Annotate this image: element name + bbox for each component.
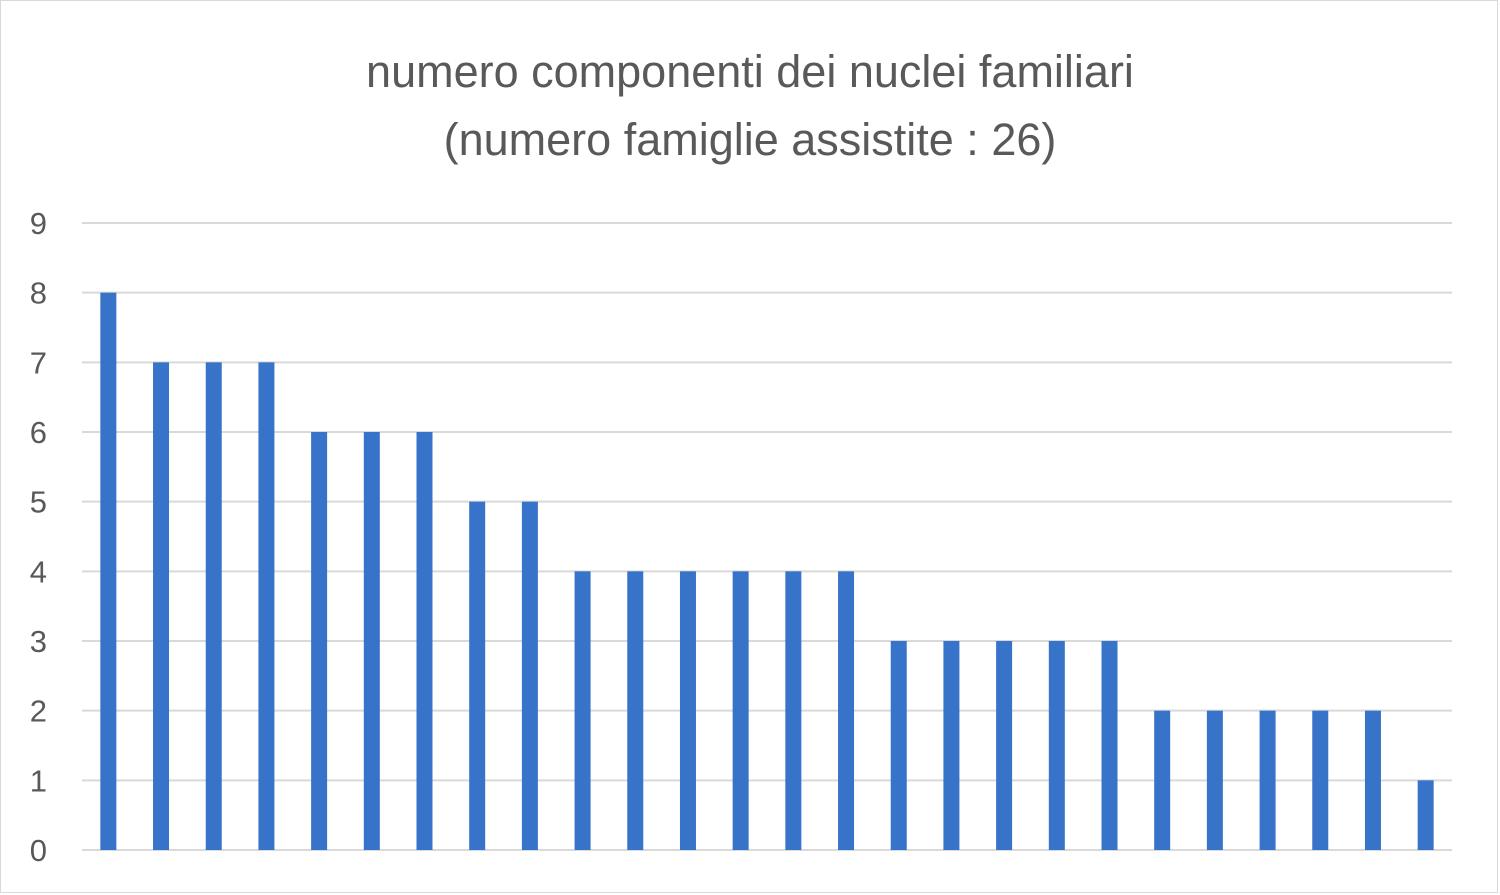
y-tick-label: 7 [30, 345, 47, 380]
bar-23 [1259, 710, 1276, 850]
y-tick-label: 1 [30, 763, 47, 798]
bar-18 [996, 641, 1013, 850]
bar-5 [311, 432, 328, 850]
bar-17 [943, 641, 960, 850]
bar-16 [890, 641, 907, 850]
y-tick-label: 5 [30, 485, 47, 520]
bars [100, 292, 1434, 850]
bar-25 [1364, 710, 1381, 850]
bar-24 [1312, 710, 1329, 850]
bar-3 [205, 362, 222, 850]
bar-21 [1154, 710, 1171, 850]
y-tick-label: 3 [30, 624, 47, 659]
y-axis-tick-labels: 0 1 2 3 4 5 6 7 8 9 [30, 206, 47, 868]
y-tick-label: 9 [30, 206, 47, 241]
bar-15 [838, 571, 855, 850]
y-tick-label: 4 [30, 554, 47, 589]
y-tick-label: 2 [30, 694, 47, 729]
bar-7 [416, 432, 433, 850]
bar-9 [521, 501, 538, 850]
bar-8 [469, 501, 486, 850]
bar-19 [1048, 641, 1065, 850]
bar-1 [100, 292, 117, 850]
y-tick-label: 8 [30, 276, 47, 311]
bar-4 [258, 362, 275, 850]
bar-6 [363, 432, 380, 850]
bar-2 [153, 362, 170, 850]
gridlines [82, 222, 1452, 851]
bar-22 [1206, 710, 1223, 850]
bar-14 [785, 571, 802, 850]
chart-subtitle: (numero famiglie assistite : 26) [443, 114, 1057, 165]
bar-10 [574, 571, 591, 850]
bar-20 [1101, 641, 1118, 850]
chart-title-block: numero componenti dei nuclei familiari (… [0, 38, 1500, 174]
bar-11 [627, 571, 644, 850]
bar-12 [679, 571, 696, 850]
y-tick-label: 6 [30, 415, 47, 450]
bar-13 [732, 571, 749, 850]
bar-26 [1417, 780, 1434, 850]
y-tick-label: 0 [30, 833, 47, 868]
chart-title: numero componenti dei nuclei familiari [366, 46, 1134, 97]
